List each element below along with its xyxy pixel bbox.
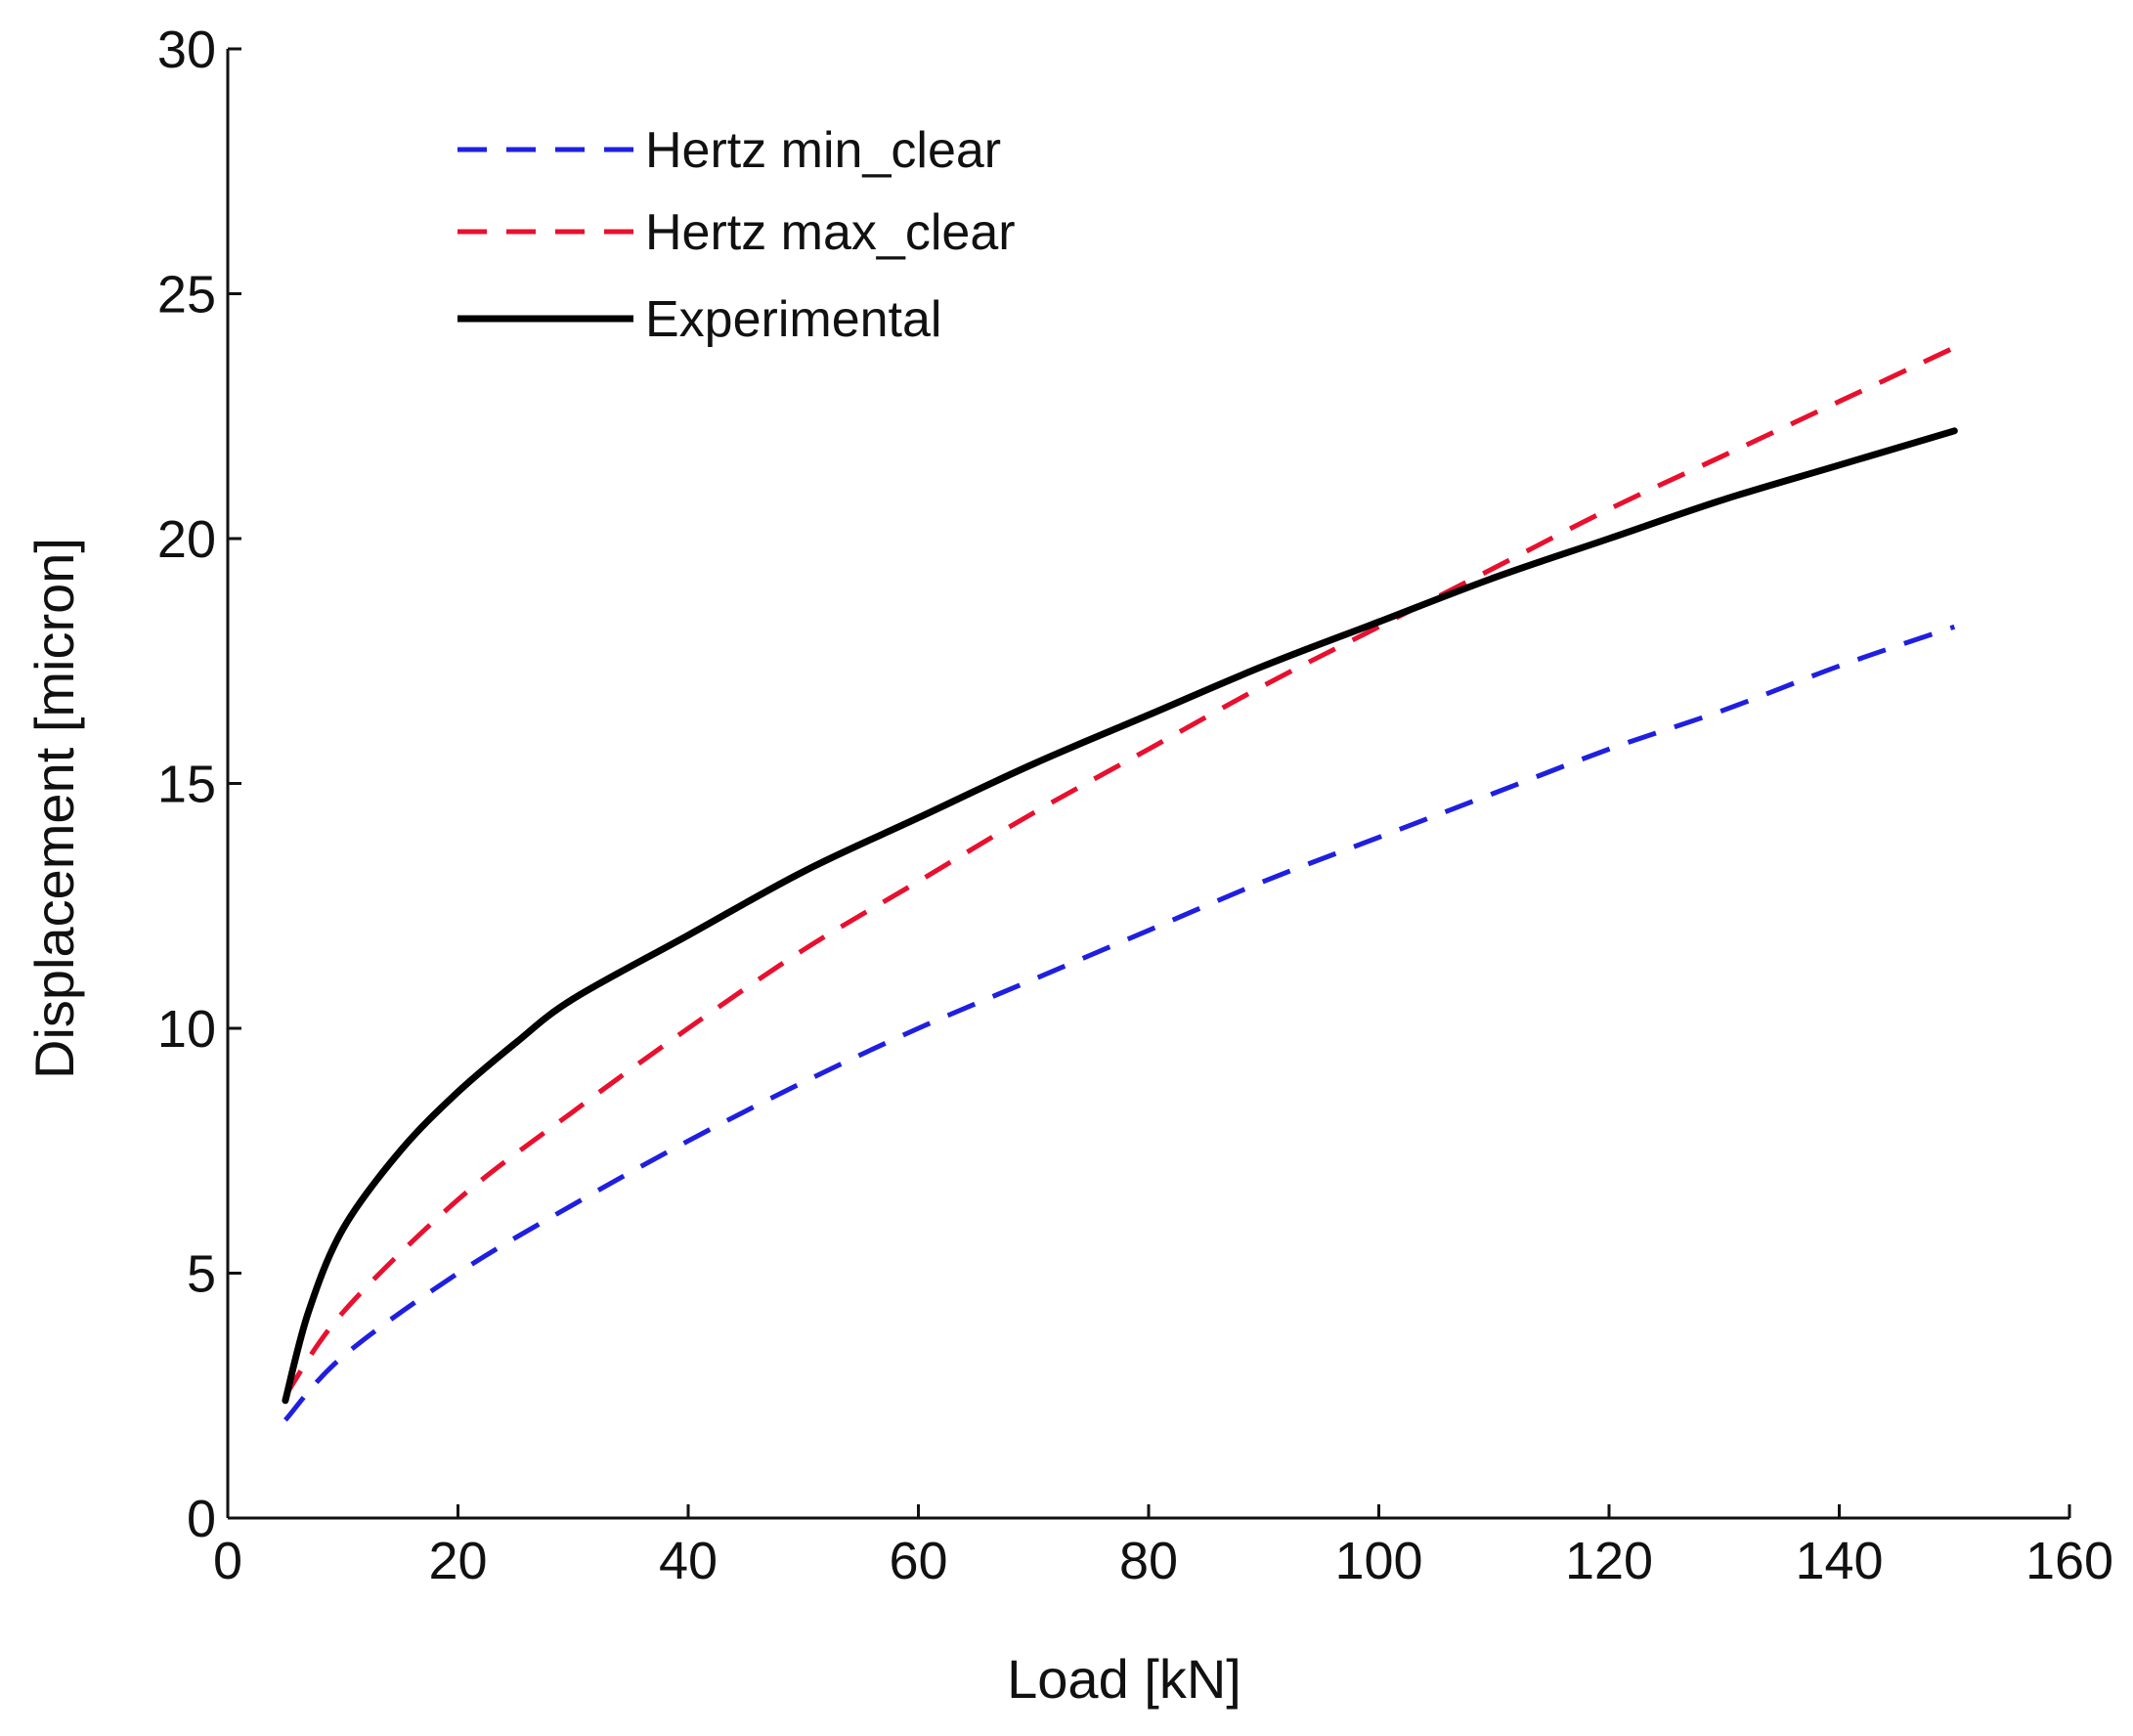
x-tick-label: 0	[213, 1532, 242, 1590]
series-line-hertz-min-clear	[283, 624, 1956, 1422]
legend-label-experimental: Experimental	[645, 291, 941, 348]
y-tick-label: 10	[157, 1000, 216, 1059]
x-tick-label: 160	[2025, 1532, 2113, 1590]
axes: 0 20 40 60 80 100 120 140 160 0 5 10 15 20 25 30	[157, 21, 2113, 1590]
legend: Hertz min_clear Hertz max_clear Experiment…	[457, 122, 1016, 348]
series-line-experimental	[282, 427, 1958, 1405]
y-tick-label: 25	[157, 266, 216, 325]
legend-label-hertz-min-clear: Hertz min_clear	[645, 122, 1001, 179]
x-tick-label: 60	[889, 1532, 947, 1590]
y-tick-label: 20	[157, 510, 216, 569]
x-tick-label: 20	[428, 1532, 487, 1590]
series-line-hertz-max-clear	[283, 345, 1956, 1398]
series-layer	[282, 345, 1958, 1422]
x-tick-label: 80	[1119, 1532, 1178, 1590]
y-tick-label: 0	[187, 1490, 216, 1548]
y-tick-label: 30	[157, 21, 216, 79]
x-tick-label: 40	[659, 1532, 718, 1590]
y-axis-title: Displacement [micron]	[23, 538, 85, 1079]
legend-label-hertz-max-clear: Hertz max_clear	[645, 204, 1016, 261]
y-tick-label: 15	[157, 756, 216, 814]
x-tick-label: 140	[1795, 1532, 1883, 1590]
x-tick-label: 100	[1334, 1532, 1422, 1590]
x-axis-title: Load [kN]	[1007, 1648, 1241, 1710]
y-tick-label: 5	[187, 1245, 216, 1304]
x-tick-label: 120	[1565, 1532, 1653, 1590]
